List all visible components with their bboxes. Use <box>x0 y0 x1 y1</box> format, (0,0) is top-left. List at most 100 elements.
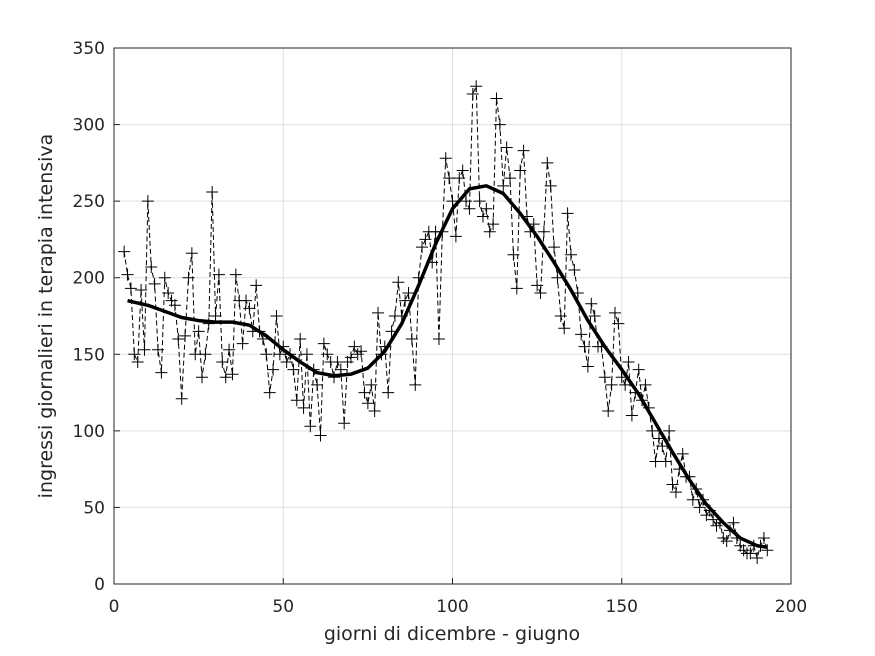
data-point <box>131 355 144 368</box>
data-point <box>720 535 733 548</box>
data-point <box>175 392 188 405</box>
y-tick-label: 350 <box>73 39 105 59</box>
x-tick-label: 100 <box>436 597 468 617</box>
data-point <box>514 164 527 177</box>
data-point <box>564 248 577 261</box>
data-point <box>280 355 293 368</box>
data-point <box>311 378 324 391</box>
data-point <box>304 420 317 433</box>
data-point <box>148 277 161 290</box>
data-point <box>263 386 276 399</box>
data-point <box>669 486 682 499</box>
data-point <box>751 551 764 564</box>
data-point <box>588 310 601 322</box>
data-point <box>656 440 669 453</box>
data-point <box>172 332 185 345</box>
data-point <box>182 271 195 284</box>
data-point <box>128 348 141 361</box>
data-point <box>135 283 148 296</box>
data-point <box>581 360 594 373</box>
data-point <box>267 363 280 376</box>
data-point <box>223 343 236 356</box>
data-point <box>243 302 256 315</box>
data-point <box>419 233 432 246</box>
data-point <box>470 80 483 93</box>
data-point <box>260 348 273 361</box>
data-point <box>321 348 334 361</box>
data-point <box>338 417 351 430</box>
data-point <box>558 322 571 335</box>
y-tick-label: 300 <box>73 116 105 136</box>
data-point <box>646 424 659 437</box>
data-point <box>497 179 510 192</box>
x-tick-label: 0 <box>109 597 120 617</box>
data-point <box>297 401 310 414</box>
data-point <box>460 195 473 208</box>
data-point <box>446 195 459 208</box>
data-point <box>619 378 632 391</box>
data-point <box>487 218 500 231</box>
data-point <box>453 172 466 185</box>
data-point <box>382 386 395 399</box>
data-point <box>138 343 151 356</box>
data-point <box>700 509 713 522</box>
data-point <box>476 210 489 223</box>
data-point <box>531 279 544 292</box>
data-point <box>331 355 344 368</box>
data-point <box>121 268 134 281</box>
data-point <box>717 532 730 545</box>
data-point <box>141 195 154 208</box>
data-point <box>155 366 168 379</box>
data-point <box>219 371 232 384</box>
data-point <box>473 195 486 208</box>
data-point <box>649 455 662 468</box>
data-point <box>744 547 757 560</box>
data-point <box>602 404 615 417</box>
data-point <box>622 355 635 368</box>
data-point <box>189 348 202 361</box>
data-point <box>124 282 137 295</box>
data-point <box>199 348 212 361</box>
data-point <box>449 230 462 243</box>
data-point <box>294 332 307 345</box>
data-point <box>344 351 357 364</box>
data-point <box>493 118 506 131</box>
data-point <box>416 241 429 254</box>
y-tick-label: 50 <box>83 498 105 518</box>
y-tick-label: 0 <box>94 575 105 595</box>
data-point <box>236 337 249 350</box>
plot-frame <box>113 47 792 585</box>
data-point <box>287 363 300 376</box>
data-point <box>463 202 476 215</box>
data-point <box>585 297 598 310</box>
data-point <box>212 268 225 281</box>
data-point <box>402 287 415 300</box>
data-point <box>206 185 219 198</box>
data-point <box>517 144 530 157</box>
data-point <box>480 202 493 215</box>
data-point <box>209 310 222 322</box>
data-point <box>273 348 286 361</box>
x-tick-label: 150 <box>606 597 638 617</box>
data-point <box>158 271 171 284</box>
data-point <box>368 404 381 417</box>
data-point <box>608 306 621 319</box>
data-point <box>639 378 652 391</box>
data-point <box>372 306 385 319</box>
data-point <box>361 397 374 410</box>
data-point <box>196 371 209 384</box>
data-point <box>351 348 364 361</box>
data-point <box>439 152 452 165</box>
x-axis-label: giorni di dicembre - giugno <box>324 623 580 645</box>
series-line <box>127 184 768 549</box>
data-point <box>541 156 554 169</box>
data-point <box>598 371 611 384</box>
data-point <box>443 172 456 185</box>
data-point <box>341 355 354 368</box>
data-point <box>466 87 479 100</box>
data-point <box>504 172 517 185</box>
data-point <box>250 279 263 292</box>
data-point <box>568 264 581 277</box>
